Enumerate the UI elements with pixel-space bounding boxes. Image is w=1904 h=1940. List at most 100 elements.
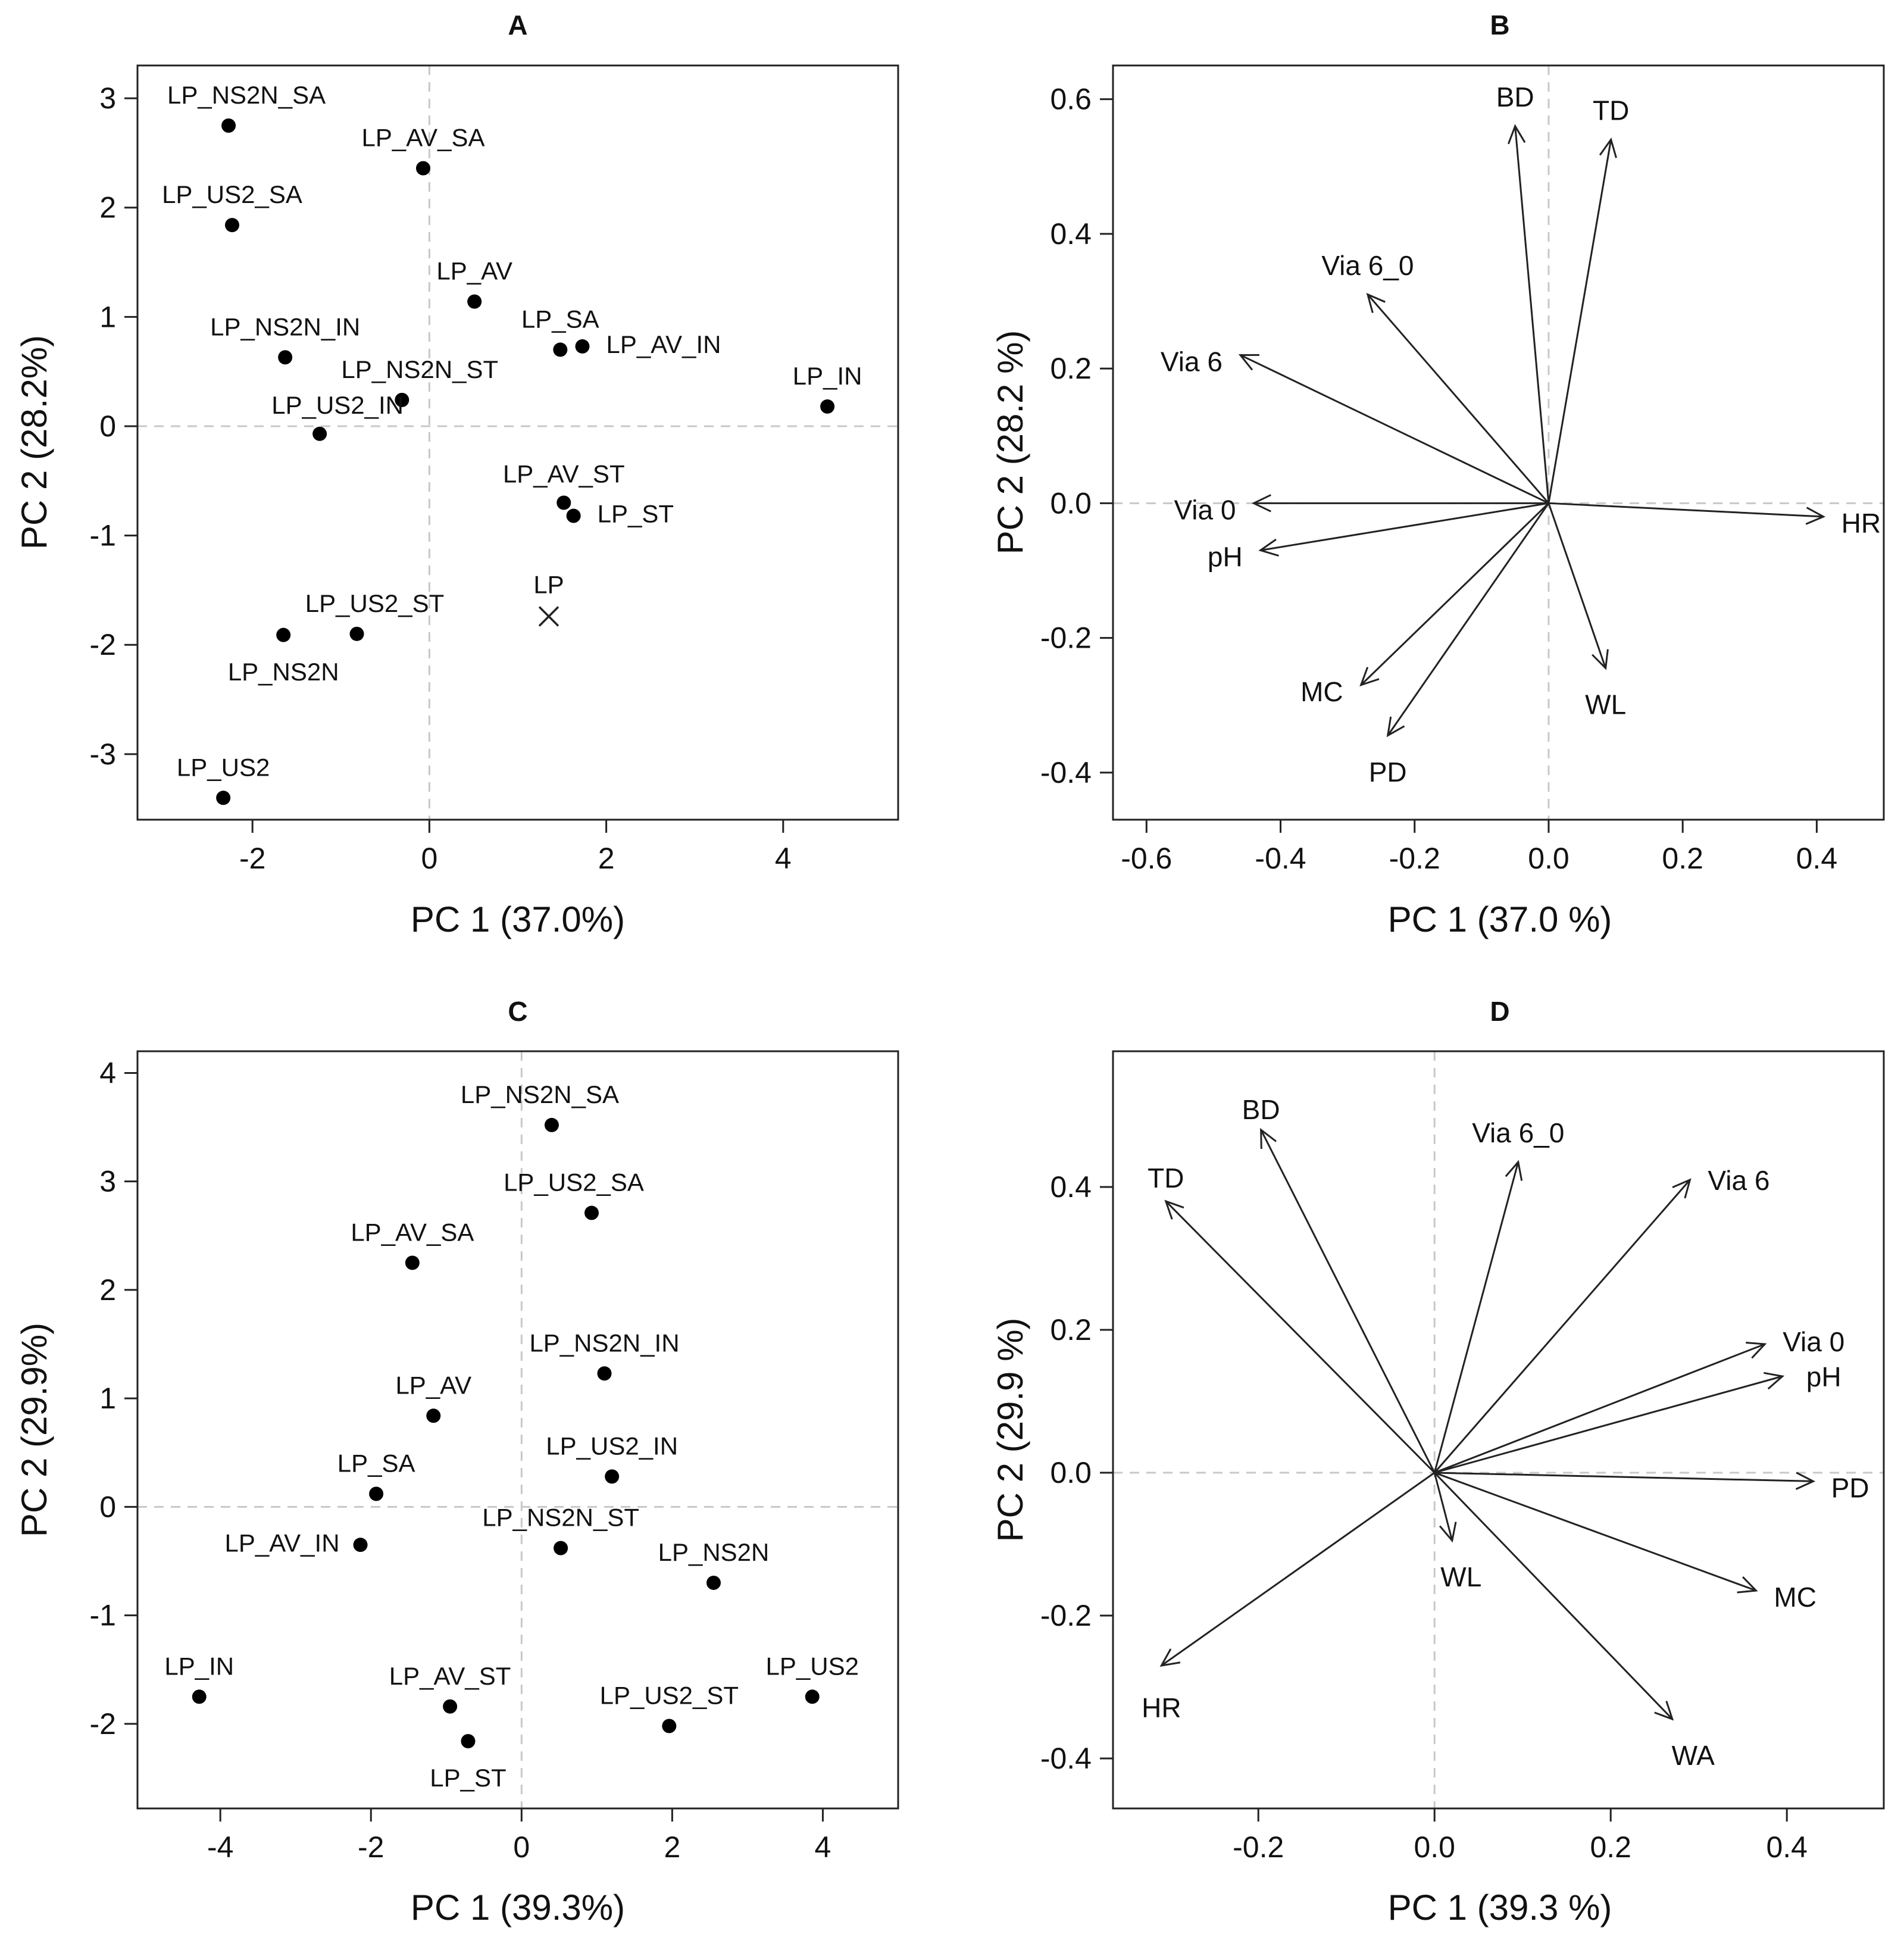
vector-pd-arrow [1387,502,1550,736]
vector-wa-label: WA [1672,1740,1715,1771]
vector-ph-arrow [1434,1375,1783,1474]
panel-a-y-tick-label: -2 [90,628,116,661]
vector-wa-arrow [1434,1472,1673,1720]
point-lp-sa-marker [369,1486,384,1501]
panel-c-y-axis-label: PC 2 (29.9%) [14,1323,54,1537]
panel-b-y-tick-label: -0.4 [1040,756,1092,789]
panel-c-x-tick-label: 0 [513,1830,530,1864]
vector-bd-label: BD [1242,1094,1280,1125]
panel-a-y-tick-label: 0 [99,410,116,443]
panel-d-title: D [1490,996,1509,1027]
point-lp-sa-marker [553,342,568,357]
panel-d-x-axis-label: PC 1 (39.3 %) [1388,1888,1612,1927]
point-lp-ns2n-sa-label: LP_NS2N_SA [167,81,326,109]
vector-wa-arrowhead [1654,1701,1674,1721]
vector-hr-label: HR [1842,508,1881,539]
panel-a-y-tick-label: 1 [99,300,116,333]
panel-b-title: B [1490,10,1509,40]
point-lp-sa-label: LP_SA [521,305,599,333]
vector-td-label: TD [1593,95,1629,126]
vector-hr-arrowhead [1159,1648,1181,1667]
panel-c-points: LP_NS2N_SA LP_US2_SA LP_AV_SA LP_NS2N_IN LP_… [164,1080,859,1792]
vector-mc-arrow [1360,502,1550,686]
panel-a-points: LP_NS2N_SALP_AV_SALP_US2_SALP_AVLP_SALP_… [162,81,862,805]
point-lp-us2-label: LP_US2 [766,1652,859,1680]
panel-c-x-tick-label: 4 [815,1830,831,1864]
panel-d-x-axis: -0.2 0.0 0.2 0.4 [1233,1808,1808,1864]
point-lp-av-in-marker [353,1538,368,1552]
panel-c-x-tick-label: -2 [358,1830,384,1864]
vector-mc-arrowhead [1737,1576,1758,1594]
panel-b-zero-lines [1113,65,1884,820]
point-lp-marker [538,606,559,627]
vector-pd-arrowhead [1386,716,1405,738]
point-lp-ns2n-marker [276,627,291,642]
point-lp-st-marker [566,508,581,523]
point-lp-st-marker [461,1734,476,1749]
point-lp-us2-sa-label: LP_US2_SA [162,180,302,208]
point-lp-av-marker [467,294,482,309]
point-lp-us2-sa-label: LP_US2_SA [504,1169,644,1197]
panel-d-zero-lines [1113,1051,1884,1808]
point-lp-ns2n-sa-marker [544,1117,559,1132]
point-lp-us2-st-marker [662,1719,677,1733]
vector-wl-label: WL [1585,689,1626,720]
point-lp-av-in-label: LP_AV_IN [225,1529,340,1557]
point-lp-ns2n-label: LP_NS2N [658,1538,770,1566]
point-lp-in-marker [820,399,835,414]
point-lp-av-st-label: LP_AV_ST [503,460,625,488]
panel-b-x-tick-label: 0.2 [1662,842,1703,875]
panel-c-zero-lines [137,1051,898,1808]
panel-b-x-tick-label: -0.2 [1389,842,1440,875]
vector-hr-arrow [1161,1472,1436,1667]
vector-wl-arrow [1433,1472,1453,1541]
panel-a: A -2 0 2 4 -3 -2 -1 0 1 2 3 LP_NS2N_SA LP_AV_SA LP_… [14,10,899,939]
panel-c-y-tick-label: -1 [90,1599,116,1632]
point-lp-us2-in-marker [312,426,327,441]
panel-b-y-tick-label: 0.0 [1050,486,1092,520]
vector-via-6-0-arrow [1367,293,1550,504]
vector-td-arrow [1165,1200,1436,1474]
panel-c-x-tick-label: -4 [207,1830,233,1864]
panel-d-x-tick-label: 0.0 [1414,1830,1455,1864]
point-lp-us2-st-marker [349,626,364,641]
point-lp-sa-label: LP_SA [337,1449,415,1477]
vector-via-6-arrow [1434,1179,1691,1473]
point-lp-st-label: LP_ST [598,500,674,528]
panel-a-title: A [508,10,527,40]
vector-mc-arrow [1434,1472,1756,1592]
point-lp-av-st-marker [443,1699,458,1714]
point-lp-us2-st-label: LP_US2_ST [600,1682,739,1710]
panel-d-x-tick-label: -0.2 [1233,1830,1284,1864]
point-lp-ns2n-st-label: LP_NS2N_ST [482,1504,639,1532]
vector-mc-label: MC [1774,1582,1817,1613]
panel-a-y-tick-label: -1 [90,519,116,552]
panel-d-y-axis: -0.4 -0.2 0.0 0.2 0.4 [1040,1170,1113,1775]
panel-b-y-axis-label: PC 2 (28.2 %) [990,330,1030,555]
point-lp-cross-stroke [538,606,559,627]
vector-hr-arrow [1548,502,1824,518]
panel-a-x-tick-label: 2 [598,842,615,875]
vector-pd-arrow [1434,1472,1814,1482]
vector-via-0-label: Via 0 [1174,494,1236,525]
panel-b-x-axis-label: PC 1 (37.0 %) [1388,899,1612,939]
point-lp-av-label: LP_AV [395,1371,471,1399]
vector-via-0-arrowhead [1252,494,1271,513]
point-lp-us2-label: LP_US2 [177,753,270,781]
panel-b-x-axis: -0.6 -0.4 -0.2 0.0 0.2 0.4 [1121,820,1837,875]
vector-mc-arrowhead [1359,667,1380,687]
panel-c-x-axis-label: PC 1 (39.3%) [411,1888,625,1927]
panel-c-x-axis: -4 -2 0 2 4 [207,1808,831,1864]
vector-pd-label: PD [1369,757,1407,788]
point-lp-in-label: LP_IN [793,362,862,390]
panel-d-y-tick-label: -0.2 [1040,1599,1092,1632]
point-lp-ns2n-in-marker [278,350,293,365]
vector-ph-arrow [1260,502,1549,551]
vector-via-6-arrow [1240,354,1549,504]
vector-pd-label: PD [1831,1473,1869,1504]
point-lp-us2-sa-marker [225,218,240,233]
vector-ph-arrowhead [1258,538,1279,557]
panel-a-x-tick-label: 4 [775,842,792,875]
